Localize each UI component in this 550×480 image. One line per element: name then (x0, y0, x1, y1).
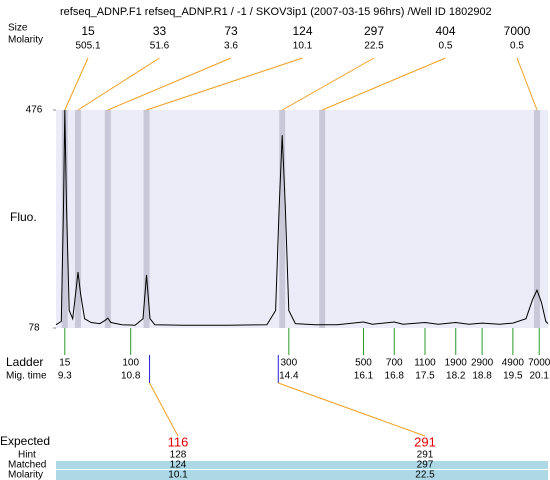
matched-value: 124 (170, 460, 187, 471)
ladder-time: 20.1 (529, 371, 549, 382)
peak-molarity: 0.5 (510, 41, 524, 52)
peak-connector (281, 57, 375, 111)
y-tick-label: 476 (26, 105, 43, 116)
ladder-time: 16.1 (354, 371, 374, 382)
ladder-size: 2900 (471, 358, 494, 369)
peak-band (534, 110, 541, 328)
ladder-label: Ladder (6, 355, 43, 369)
ladder-size: 4900 (502, 358, 525, 369)
ladder-size: 1900 (445, 358, 468, 369)
ladder-time: 18.8 (472, 371, 492, 382)
peak-connector (77, 57, 160, 111)
ladder-size: 100 (122, 358, 139, 369)
ladder-time: 16.8 (385, 371, 405, 382)
peak-connector (64, 57, 89, 111)
hint-value: 291 (417, 450, 434, 461)
ladder-size: 700 (386, 358, 403, 369)
peak-band (74, 110, 81, 328)
ladder-size: 500 (355, 358, 372, 369)
ladder-size: 7000 (528, 358, 550, 369)
expected-label: Expected (0, 434, 50, 448)
chart-title: refseq_ADNP.F1 refseq_ADNP.R1 / -1 / SKO… (60, 6, 492, 18)
peak-molarity: 10.1 (293, 41, 313, 52)
size-header: Size (8, 23, 28, 34)
expected-molarity-label: Molarity (8, 470, 43, 480)
ladder-time: 14.4 (279, 371, 299, 382)
peak-band (143, 110, 150, 328)
matched-row (56, 461, 548, 469)
hint-label: Hint (18, 450, 36, 461)
peak-size: 297 (364, 24, 384, 38)
peak-molarity: 51.6 (150, 41, 170, 52)
ladder-size: 300 (280, 358, 297, 369)
ladder-time: 18.2 (446, 371, 466, 382)
ladder-time: 17.5 (415, 371, 435, 382)
peak-molarity: 0.5 (439, 41, 453, 52)
molarity-value: 22.5 (415, 470, 435, 480)
expected-size: 116 (168, 434, 189, 449)
peak-size: 7000 (504, 24, 531, 38)
peak-band (104, 110, 111, 328)
peak-size: 73 (224, 24, 238, 38)
peak-connector (516, 57, 538, 111)
ladder-size: 1100 (414, 358, 436, 369)
expected-connector (278, 382, 426, 437)
peak-size: 124 (292, 24, 312, 38)
peak-band (319, 110, 326, 328)
ladder-size: 15 (59, 358, 71, 369)
matched-value: 297 (417, 460, 434, 471)
peak-size: 33 (153, 24, 167, 38)
peak-connector (146, 57, 303, 111)
molarity-header: Molarity (8, 35, 43, 46)
peak-band (61, 110, 68, 328)
trace (55, 109, 549, 326)
molarity-value: 10.1 (168, 470, 188, 480)
y-tick-label: 78 (28, 323, 40, 334)
peak-molarity: 505.1 (75, 41, 100, 52)
matched-label: Matched (8, 460, 46, 471)
mig-time-label: Mig. time (6, 371, 47, 382)
molarity-row (56, 470, 548, 480)
hint-value: 128 (170, 450, 187, 461)
expected-connector (149, 382, 179, 437)
peak-connector (107, 57, 232, 111)
peak-band (279, 110, 286, 328)
peak-molarity: 22.5 (364, 41, 384, 52)
peak-connector (322, 57, 446, 111)
ladder-time: 19.5 (503, 371, 523, 382)
plot-area (56, 110, 548, 328)
ladder-time: 9.3 (58, 371, 72, 382)
peak-size: 15 (81, 24, 95, 38)
peak-size: 404 (435, 24, 455, 38)
ladder-time: 10.8 (121, 371, 141, 382)
peak-molarity: 3.6 (224, 41, 238, 52)
expected-size: 291 (414, 434, 436, 449)
y-axis-label: Fluo. (10, 210, 37, 224)
